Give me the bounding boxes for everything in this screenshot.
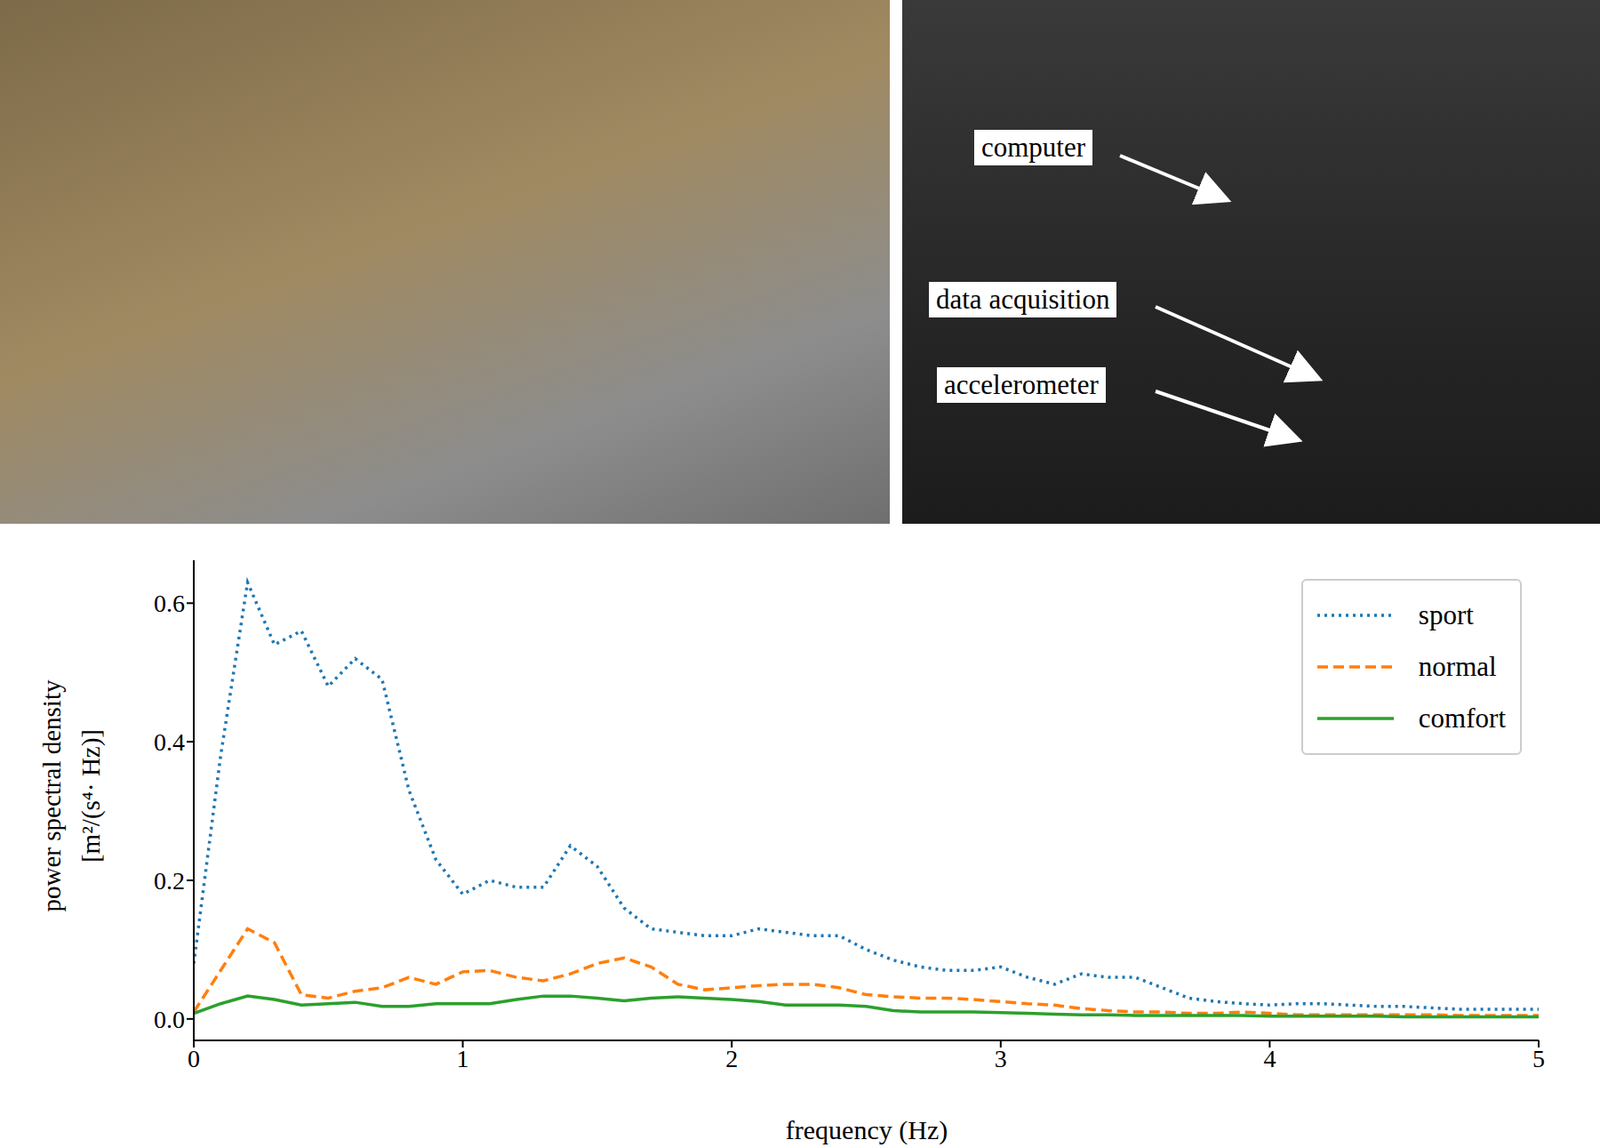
svg-text:5: 5	[1532, 1044, 1545, 1072]
html-text:comfort: comfort	[1418, 702, 1506, 734]
svg-text:0.6: 0.6	[153, 589, 185, 617]
svg-text:4: 4	[1263, 1044, 1276, 1072]
html-text:[m²/(s⁴· Hz)]: [m²/(s⁴· Hz)]	[75, 728, 104, 863]
html-text:accelerometer: accelerometer	[944, 368, 1099, 400]
svg-text:3: 3	[994, 1044, 1008, 1072]
html-text:power spectral density: power spectral density	[36, 679, 66, 912]
svg-text:0: 0	[187, 1044, 200, 1072]
html-text:sport: sport	[1418, 599, 1474, 631]
svg-text:0.4: 0.4	[153, 728, 185, 756]
html-text:frequency (Hz): frequency (Hz)	[785, 1114, 948, 1144]
html-text:normal: normal	[1418, 650, 1497, 682]
svg-text:0.2: 0.2	[153, 866, 185, 895]
svg-text:0.0: 0.0	[153, 1005, 185, 1033]
svg-text:1: 1	[456, 1044, 470, 1072]
html-text:computer: computer	[981, 131, 1086, 163]
svg-text:2: 2	[725, 1044, 738, 1072]
html-text:data acquisition: data acquisition	[936, 283, 1110, 315]
